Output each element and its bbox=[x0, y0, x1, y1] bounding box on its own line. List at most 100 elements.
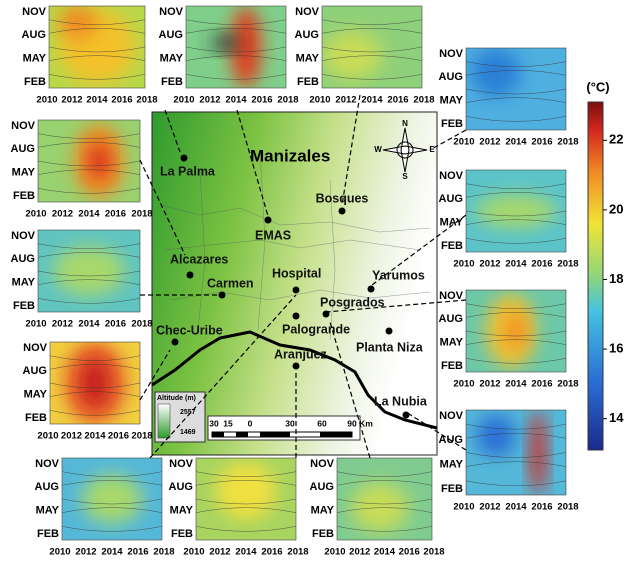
panel-field bbox=[322, 6, 422, 88]
year-label: 2010 bbox=[453, 379, 474, 390]
year-label: 2018 bbox=[131, 319, 152, 330]
year-label: 2012 bbox=[75, 547, 96, 558]
year-label: 2016 bbox=[531, 379, 552, 390]
hot-spot bbox=[82, 474, 142, 523]
station-label: Palogrande bbox=[282, 322, 350, 336]
hot-spot bbox=[53, 246, 124, 295]
scale-label: 15 bbox=[223, 418, 233, 428]
station-dot bbox=[403, 412, 410, 419]
month-label: NOV bbox=[439, 290, 464, 302]
year-label: 2014 bbox=[505, 137, 527, 148]
month-label: AUG bbox=[310, 481, 334, 493]
year-label: 2012 bbox=[61, 95, 82, 106]
month-label: FEB bbox=[297, 76, 319, 88]
month-label: MAY bbox=[24, 389, 48, 401]
month-label: FEB bbox=[37, 528, 59, 540]
month-label: FEB bbox=[441, 240, 463, 252]
hot-spot bbox=[89, 145, 109, 178]
year-label: 2014 bbox=[78, 209, 100, 220]
station-label: Yarumos bbox=[372, 268, 425, 282]
colorbar-tick-label: 16 bbox=[609, 341, 623, 356]
station-label: Hospital bbox=[272, 266, 321, 280]
year-label: 2012 bbox=[335, 95, 356, 106]
year-label: 2018 bbox=[131, 431, 152, 442]
colorbar-label: (°C) bbox=[586, 79, 609, 94]
year-label: 2012 bbox=[199, 95, 220, 106]
hot-spot bbox=[530, 410, 546, 495]
month-label: AUG bbox=[169, 481, 193, 493]
month-label: FEB bbox=[441, 360, 463, 372]
month-label: AUG bbox=[11, 253, 35, 265]
month-label: AUG bbox=[35, 481, 59, 493]
station-dot bbox=[386, 328, 393, 335]
month-label: MAY bbox=[36, 505, 60, 517]
month-label: AUG bbox=[23, 365, 47, 377]
year-label: 2016 bbox=[399, 547, 420, 558]
year-label: 2018 bbox=[131, 209, 152, 220]
year-label: 2018 bbox=[557, 502, 578, 513]
month-label: AUG bbox=[439, 313, 463, 325]
year-label: 2014 bbox=[505, 502, 527, 513]
year-label: 2010 bbox=[36, 95, 57, 106]
year-label: 2010 bbox=[309, 95, 330, 106]
month-label: MAY bbox=[311, 505, 335, 517]
panel: NOVAUGMAYFEB20102012201420162018 bbox=[310, 458, 445, 558]
year-label: 2018 bbox=[287, 547, 308, 558]
month-label: MAY bbox=[296, 53, 320, 65]
scale-label: 30 bbox=[209, 418, 219, 428]
scale-label: 90 bbox=[347, 418, 357, 428]
panel-field bbox=[466, 410, 566, 495]
panel-field bbox=[466, 48, 566, 130]
year-label: 2012 bbox=[52, 209, 73, 220]
month-label: FEB bbox=[25, 412, 47, 424]
month-label: AUG bbox=[439, 71, 463, 83]
station-label: La Nubia bbox=[374, 394, 428, 408]
panel: NOVAUGMAYFEB20102012201420162018 bbox=[439, 170, 579, 270]
station-dot bbox=[181, 155, 188, 162]
station-dot bbox=[293, 313, 300, 320]
year-label: 2016 bbox=[531, 259, 552, 270]
year-label: 2016 bbox=[105, 209, 126, 220]
colorbar: (°C) 1416182022 bbox=[586, 79, 624, 450]
year-label: 2016 bbox=[105, 319, 126, 330]
hot-spot bbox=[322, 31, 382, 80]
month-label: FEB bbox=[441, 483, 463, 495]
hot-spot bbox=[211, 35, 241, 51]
month-label: AUG bbox=[22, 29, 46, 41]
year-label: 2016 bbox=[531, 137, 552, 148]
year-label: 2014 bbox=[505, 379, 527, 390]
panel: NOVAUGMAYFEB20102012201420162018 bbox=[439, 410, 579, 513]
month-label: AUG bbox=[159, 29, 183, 41]
month-label: NOV bbox=[439, 410, 464, 422]
year-label: 2012 bbox=[349, 547, 370, 558]
station-label: Alcazares bbox=[170, 252, 228, 266]
altitude-legend: Altitude (m) 2557 1469 bbox=[155, 392, 205, 442]
station-label: Chec-Uribe bbox=[156, 323, 223, 337]
month-label: MAY bbox=[160, 53, 184, 65]
year-label: 2016 bbox=[387, 95, 408, 106]
month-label: MAY bbox=[440, 217, 464, 229]
scale-label: 60 bbox=[317, 418, 327, 428]
station-dot bbox=[219, 292, 226, 299]
hot-spot bbox=[351, 483, 408, 532]
year-label: 2018 bbox=[557, 379, 578, 390]
panel-field bbox=[196, 458, 296, 540]
year-label: 2012 bbox=[61, 431, 82, 442]
colorbar-tick-label: 20 bbox=[609, 201, 623, 216]
panel: NOVAUGMAYFEB20102012201420162018 bbox=[11, 120, 153, 220]
hot-spot bbox=[216, 462, 276, 519]
year-label: 2010 bbox=[324, 547, 345, 558]
year-label: 2010 bbox=[25, 209, 46, 220]
station-label: Planta Niza bbox=[356, 340, 424, 354]
hot-spot bbox=[82, 358, 109, 407]
month-label: NOV bbox=[11, 230, 36, 242]
month-label: NOV bbox=[295, 6, 320, 18]
month-label: MAY bbox=[23, 53, 47, 65]
panel: NOVAUGMAYFEB20102012201420162018 bbox=[35, 458, 175, 558]
compass-w: W bbox=[374, 145, 382, 154]
panel-field bbox=[337, 458, 432, 540]
station-label: Carmen bbox=[207, 276, 254, 290]
